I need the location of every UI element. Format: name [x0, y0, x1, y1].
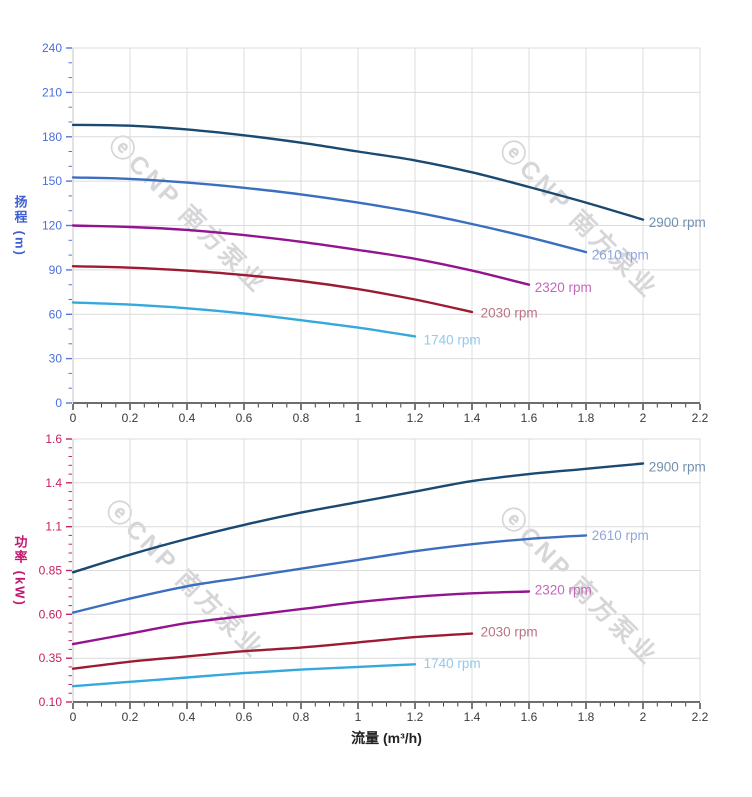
curve-label-2900-rpm: 2900 rpm	[649, 460, 706, 475]
curve-label-2320-rpm: 2320 rpm	[535, 582, 592, 597]
head-axis-title-box: 扬程 (m)	[6, 48, 34, 403]
y-tick-label: 240	[42, 41, 62, 55]
curve-2610-rpm	[71, 534, 588, 614]
y-tick-label: 150	[42, 174, 62, 188]
x-tick-label: 0.8	[293, 411, 310, 425]
curve-2030-rpm	[71, 265, 474, 314]
x-tick-label: 1.2	[407, 710, 424, 724]
x-tick-label: 0.2	[122, 411, 139, 425]
x-tick-label: 1	[355, 411, 362, 425]
y-tick-label: 0.10	[39, 695, 63, 709]
curve-label-2610-rpm: 2610 rpm	[592, 248, 649, 263]
head-axis-title: 扬程 (m)	[12, 194, 28, 257]
x-tick-label: 1.4	[464, 710, 481, 724]
x-tick-label: 0	[70, 411, 77, 425]
curve-2900-rpm	[71, 462, 645, 574]
y-tick-label: 180	[42, 130, 62, 144]
x-tick-label: 1.6	[521, 710, 538, 724]
y-tick-label: 1.6	[45, 432, 62, 446]
x-tick-label: 2	[640, 411, 647, 425]
curve-label-2610-rpm: 2610 rpm	[592, 528, 649, 543]
y-tick-label: 1.1	[45, 520, 62, 534]
curve-label-2030-rpm: 2030 rpm	[481, 305, 538, 320]
x-tick-label: 2	[640, 710, 647, 724]
curve-2320-rpm	[71, 224, 531, 286]
x-tick-label: 2.2	[692, 411, 709, 425]
x-tick-label: 0.4	[179, 710, 196, 724]
y-tick-label: 120	[42, 219, 62, 233]
head-chart-group: 0 0.2 0.4 0.6 0.8 1 1.2 1.4 1.6 1.8 2 2.2 0 30 60 90 120…	[42, 41, 709, 425]
curve-1740-rpm	[71, 663, 417, 688]
x-tick-label: 1.8	[578, 710, 595, 724]
x-tick-label: 0.2	[122, 710, 139, 724]
y-tick-label: 60	[49, 307, 63, 321]
curve-label-2030-rpm: 2030 rpm	[481, 624, 538, 639]
curve-label-2320-rpm: 2320 rpm	[535, 280, 592, 295]
curve-2030-rpm	[71, 632, 474, 670]
y-tick-label: 90	[49, 263, 63, 277]
flow-axis-title: 流量 (m³/h)	[351, 730, 422, 746]
power-axis-title-box: 功率 (kW)	[6, 439, 34, 702]
y-tick-label: 1.4	[45, 476, 62, 490]
x-tick-label: 0	[70, 710, 77, 724]
x-tick-label: 0.8	[293, 710, 310, 724]
curve-label-1740-rpm: 1740 rpm	[424, 333, 481, 348]
x-tick-label: 0.6	[236, 710, 253, 724]
y-tick-label: 210	[42, 85, 62, 99]
x-tick-label: 0.4	[179, 411, 196, 425]
y-tick-label: 0.35	[39, 651, 63, 665]
y-tick-label: 30	[49, 352, 63, 366]
x-tick-label: 1.8	[578, 411, 595, 425]
curve-1740-rpm	[71, 301, 417, 338]
x-tick-label: 2.2	[692, 710, 709, 724]
x-tick-label: 1.6	[521, 411, 538, 425]
y-tick-label: 0.85	[39, 564, 63, 578]
power-chart-group: 0 0.2 0.4 0.6 0.8 1 1.2 1.4 1.6 1.8 2 2.2 0.10 0.35 0.…	[39, 432, 709, 724]
curve-2900-rpm	[71, 123, 645, 221]
curve-label-2900-rpm: 2900 rpm	[649, 215, 706, 230]
power-axis-title: 功率 (kW)	[12, 534, 28, 607]
curve-2610-rpm	[71, 176, 588, 254]
x-tick-label: 0.6	[236, 411, 253, 425]
y-tick-label: 0	[55, 396, 62, 410]
x-tick-label: 1.4	[464, 411, 481, 425]
x-tick-label: 1.2	[407, 411, 424, 425]
curve-2320-rpm	[71, 590, 531, 646]
y-tick-label: 0.60	[39, 607, 63, 621]
x-tick-label: 1	[355, 710, 362, 724]
curve-label-1740-rpm: 1740 rpm	[424, 656, 481, 671]
